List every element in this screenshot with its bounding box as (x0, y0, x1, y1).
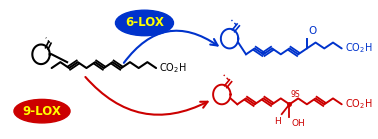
Text: $\mathregular{CO_2H}$: $\mathregular{CO_2H}$ (345, 42, 372, 55)
Ellipse shape (14, 99, 70, 123)
Text: $\mathregular{CO_2H}$: $\mathregular{CO_2H}$ (345, 97, 372, 111)
Text: 6-LOX: 6-LOX (125, 16, 164, 29)
Text: O: O (309, 26, 317, 36)
Text: 9-LOX: 9-LOX (23, 105, 62, 118)
Text: $\mathregular{CO_2H}$: $\mathregular{CO_2H}$ (159, 61, 187, 75)
Text: 9S: 9S (290, 90, 300, 99)
Text: OH: OH (291, 119, 305, 128)
FancyArrowPatch shape (124, 31, 218, 63)
FancyArrowPatch shape (85, 77, 208, 115)
Ellipse shape (115, 10, 174, 36)
Text: H: H (274, 117, 281, 126)
